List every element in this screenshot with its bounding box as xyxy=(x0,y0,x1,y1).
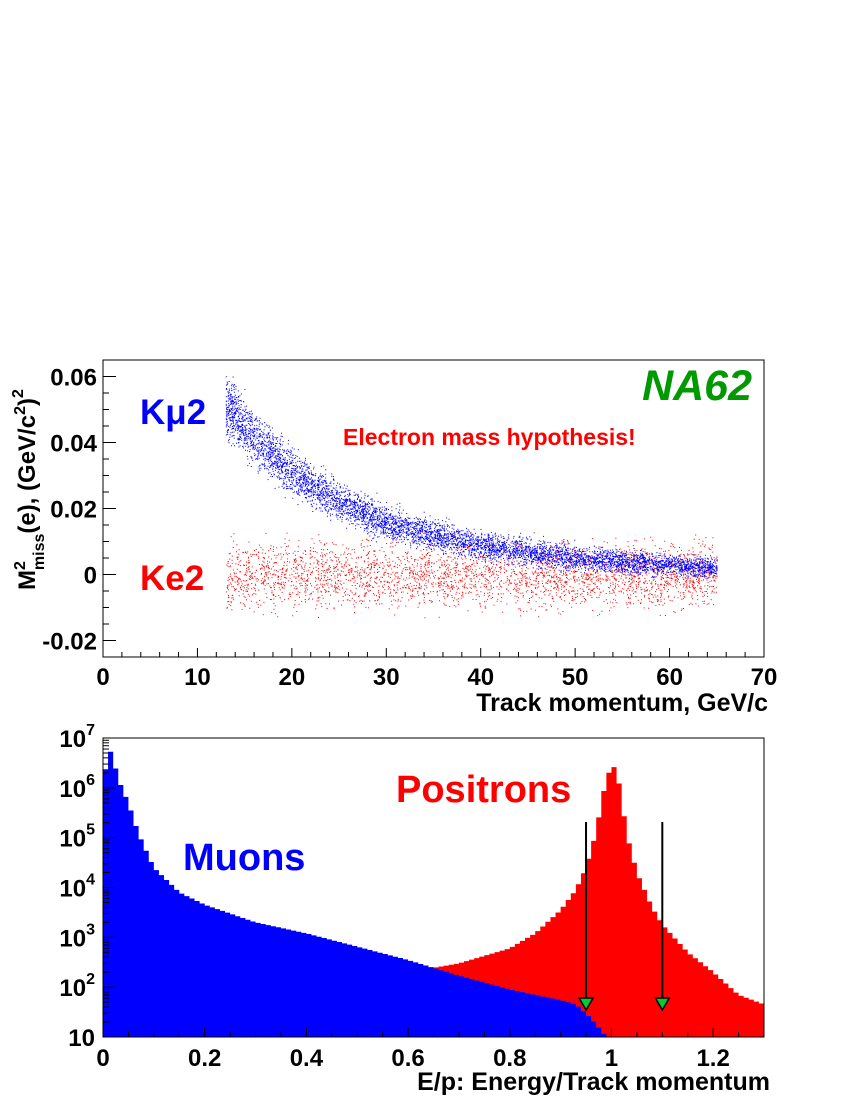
scatter-x-tick-label: 10 xyxy=(184,664,211,691)
histogram-y-tick-label: 107 xyxy=(59,722,95,753)
histogram-x-tick-label: 1.2 xyxy=(696,1045,729,1072)
scatter-points xyxy=(225,376,718,619)
kmu2-label: Kμ2 xyxy=(140,393,206,432)
scatter-y-label: M2 miss(e), (GeV/c2)2 xyxy=(10,389,48,590)
ylabel-close: ) xyxy=(14,398,41,406)
ylabel-rest: (e), (GeV/c xyxy=(14,415,41,534)
scatter-x-tick-label: 50 xyxy=(562,664,589,691)
ylabel-sub: miss xyxy=(31,534,48,571)
ylabel-sup: 2 xyxy=(12,561,29,570)
scatter-y-tick-label: 0 xyxy=(84,563,97,590)
scatter-x-tick-label: 40 xyxy=(467,664,494,691)
histogram-y-tick-label: 102 xyxy=(59,971,95,1002)
histogram-y-axis: 10 102 103 104 105 106 107 xyxy=(59,722,116,1052)
cut-arrow-head xyxy=(577,997,595,1012)
scatter-y-tick-label: -0.02 xyxy=(42,629,97,656)
scatter-y-tick-label: 0.02 xyxy=(50,497,97,524)
scatter-x-tick-label: 0 xyxy=(96,664,109,691)
ylabel-sup3: 2 xyxy=(10,389,27,398)
histogram-x-tick-label: 1 xyxy=(605,1045,618,1072)
scatter-y-axis: -0.02 0 0.02 0.04 0.06 xyxy=(42,359,116,658)
histogram-panel: 0 0.2 0.4 0.6 0.8 1 1.2 10 102 103 104 105 106 107 E… xyxy=(59,722,770,1096)
scatter-y-tick-label: 0.04 xyxy=(50,431,97,458)
histogram-x-axis: 0 0.2 0.4 0.6 0.8 1 1.2 xyxy=(96,1028,765,1072)
scatter-x-tick-label: 20 xyxy=(279,664,306,691)
histogram-x-tick-label: 0.4 xyxy=(290,1045,324,1072)
muons-label: Muons xyxy=(183,837,305,879)
scatter-x-tick-label: 30 xyxy=(373,664,400,691)
scatter-x-axis: 0 10 20 30 40 50 60 70 xyxy=(96,648,777,691)
kmu2-points xyxy=(225,376,718,581)
ylabel-m: M xyxy=(14,570,41,590)
ylabel-sup2: 2 xyxy=(12,406,29,415)
cut-arrow-head xyxy=(654,997,671,1012)
histogram-x-tick-label: 0 xyxy=(96,1045,109,1072)
histogram-x-tick-label: 0.6 xyxy=(391,1045,424,1072)
histogram-y-tick-label: 104 xyxy=(59,872,95,903)
scatter-y-tick-label: 0.06 xyxy=(50,365,97,392)
histogram-x-tick-label: 0.8 xyxy=(493,1045,526,1072)
ke2-label: Ke2 xyxy=(140,559,204,598)
scatter-x-label: Track momentum, GeV/c xyxy=(476,689,768,717)
histogram-x-tick-label: 0.2 xyxy=(188,1045,221,1072)
muon-bars xyxy=(103,751,607,1037)
scatter-panel: 0 10 20 30 40 50 60 70 -0.02 0 0.02 0.04 0.06 Track… xyxy=(10,359,777,717)
ke2-points xyxy=(226,531,718,619)
experiment-label: NA62 xyxy=(642,362,752,410)
cut-arrows xyxy=(577,822,671,1012)
histogram-y-tick-label: 106 xyxy=(59,772,95,803)
histogram-y-tick-label: 10 xyxy=(68,1025,95,1052)
scatter-x-tick-label: 70 xyxy=(751,664,778,691)
histogram-x-label: E/p: Energy/Track momentum xyxy=(417,1068,770,1096)
histogram-y-tick-label: 103 xyxy=(59,921,95,952)
histogram-y-tick-label: 105 xyxy=(59,822,95,853)
hypothesis-label: Electron mass hypothesis! xyxy=(343,424,636,450)
scatter-x-tick-label: 60 xyxy=(656,664,683,691)
positrons-label: Positrons xyxy=(396,769,571,811)
